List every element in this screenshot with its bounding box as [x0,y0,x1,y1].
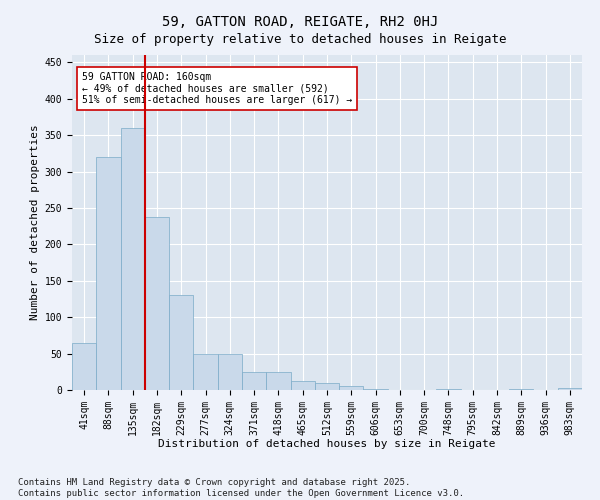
Text: Size of property relative to detached houses in Reigate: Size of property relative to detached ho… [94,32,506,46]
Bar [218,354,242,390]
Bar [169,296,193,390]
Y-axis label: Number of detached properties: Number of detached properties [31,124,40,320]
Bar [558,388,582,390]
Bar [145,216,169,390]
Bar [266,372,290,390]
Bar [315,384,339,390]
X-axis label: Distribution of detached houses by size in Reigate: Distribution of detached houses by size … [158,439,496,449]
Bar [121,128,145,390]
Bar [72,342,96,390]
Bar [242,372,266,390]
Bar [290,380,315,390]
Text: 59 GATTON ROAD: 160sqm
← 49% of detached houses are smaller (592)
51% of semi-de: 59 GATTON ROAD: 160sqm ← 49% of detached… [82,72,352,105]
Bar [193,354,218,390]
Text: 59, GATTON ROAD, REIGATE, RH2 0HJ: 59, GATTON ROAD, REIGATE, RH2 0HJ [162,15,438,29]
Bar [96,157,121,390]
Text: Contains HM Land Registry data © Crown copyright and database right 2025.
Contai: Contains HM Land Registry data © Crown c… [18,478,464,498]
Bar [339,386,364,390]
